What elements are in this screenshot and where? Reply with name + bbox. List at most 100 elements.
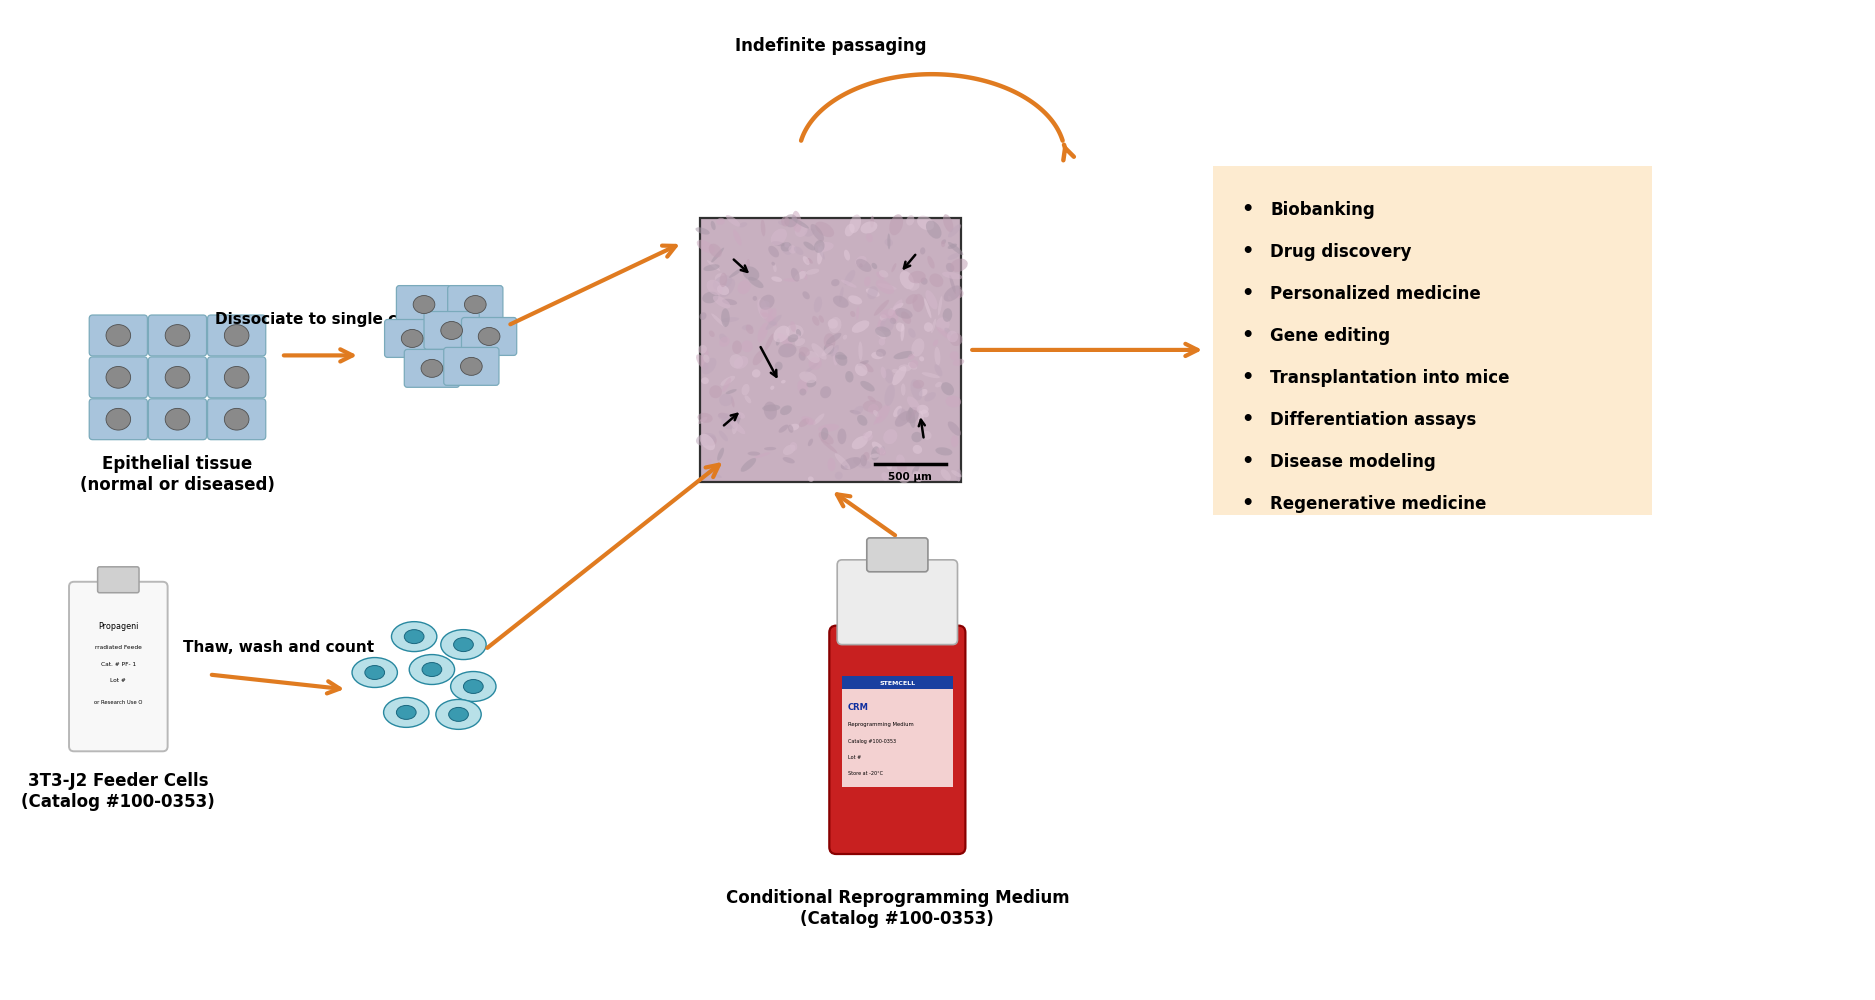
Ellipse shape	[739, 222, 746, 227]
Text: •: •	[1241, 368, 1254, 387]
Ellipse shape	[821, 345, 834, 356]
Text: •: •	[1241, 410, 1254, 429]
Ellipse shape	[821, 439, 838, 453]
Ellipse shape	[722, 317, 739, 322]
Ellipse shape	[789, 442, 797, 451]
Ellipse shape	[889, 308, 894, 316]
Ellipse shape	[909, 282, 919, 291]
Ellipse shape	[463, 680, 484, 693]
Ellipse shape	[733, 356, 748, 369]
Ellipse shape	[894, 351, 913, 359]
Ellipse shape	[696, 433, 716, 446]
Ellipse shape	[864, 431, 872, 439]
Ellipse shape	[898, 364, 911, 372]
Ellipse shape	[936, 317, 951, 331]
Ellipse shape	[846, 224, 855, 236]
Text: •: •	[1241, 494, 1254, 513]
FancyBboxPatch shape	[444, 347, 499, 385]
Ellipse shape	[842, 335, 848, 340]
Ellipse shape	[941, 382, 954, 395]
Ellipse shape	[943, 214, 952, 232]
Ellipse shape	[947, 331, 958, 342]
Ellipse shape	[857, 259, 872, 272]
Ellipse shape	[788, 425, 793, 433]
Ellipse shape	[799, 352, 806, 361]
Ellipse shape	[699, 312, 707, 320]
Ellipse shape	[711, 221, 716, 230]
Ellipse shape	[754, 452, 771, 458]
Ellipse shape	[741, 384, 750, 395]
Ellipse shape	[405, 630, 424, 644]
Ellipse shape	[699, 434, 714, 450]
Text: Cat. # PF- 1: Cat. # PF- 1	[101, 662, 135, 667]
Ellipse shape	[778, 221, 786, 225]
Ellipse shape	[885, 384, 894, 406]
Ellipse shape	[876, 272, 885, 280]
Ellipse shape	[782, 457, 795, 463]
Ellipse shape	[722, 308, 729, 327]
Ellipse shape	[862, 452, 870, 461]
Ellipse shape	[225, 408, 249, 430]
Text: Epithelial tissue
(normal or diseased): Epithelial tissue (normal or diseased)	[81, 455, 276, 494]
Ellipse shape	[752, 369, 761, 378]
Ellipse shape	[716, 448, 724, 461]
Ellipse shape	[876, 330, 885, 339]
Ellipse shape	[791, 268, 799, 282]
Ellipse shape	[804, 228, 816, 237]
Ellipse shape	[726, 215, 741, 227]
Ellipse shape	[763, 404, 780, 411]
Ellipse shape	[788, 334, 799, 342]
Ellipse shape	[814, 240, 825, 253]
Ellipse shape	[801, 270, 808, 280]
Ellipse shape	[478, 327, 501, 345]
Ellipse shape	[409, 655, 454, 684]
Ellipse shape	[720, 376, 735, 386]
Ellipse shape	[784, 445, 795, 455]
Ellipse shape	[793, 247, 802, 255]
Ellipse shape	[872, 446, 879, 461]
Ellipse shape	[107, 408, 131, 430]
Ellipse shape	[896, 462, 908, 473]
Ellipse shape	[908, 407, 915, 428]
Ellipse shape	[876, 448, 885, 456]
Ellipse shape	[919, 356, 924, 361]
Ellipse shape	[874, 410, 879, 417]
Ellipse shape	[892, 303, 904, 310]
Ellipse shape	[896, 454, 906, 465]
Ellipse shape	[771, 229, 788, 245]
Ellipse shape	[876, 313, 887, 332]
FancyBboxPatch shape	[90, 315, 148, 356]
FancyBboxPatch shape	[69, 582, 167, 751]
Ellipse shape	[859, 263, 862, 267]
Ellipse shape	[849, 311, 855, 317]
Ellipse shape	[401, 329, 424, 347]
Ellipse shape	[832, 347, 838, 365]
Ellipse shape	[827, 333, 842, 344]
Ellipse shape	[913, 445, 922, 454]
Ellipse shape	[930, 273, 943, 287]
Bar	[1213, 166, 1652, 515]
Ellipse shape	[769, 308, 776, 324]
Ellipse shape	[870, 216, 874, 228]
Ellipse shape	[799, 271, 806, 279]
FancyBboxPatch shape	[208, 357, 266, 398]
Ellipse shape	[744, 395, 752, 403]
Bar	[699, 218, 962, 482]
Ellipse shape	[949, 224, 962, 237]
Ellipse shape	[776, 338, 780, 346]
Text: 3T3-J2 Feeder Cells
(Catalog #100-0353): 3T3-J2 Feeder Cells (Catalog #100-0353)	[21, 772, 216, 811]
Ellipse shape	[435, 699, 482, 729]
Ellipse shape	[791, 217, 808, 229]
Ellipse shape	[919, 389, 928, 396]
Ellipse shape	[701, 377, 709, 384]
Ellipse shape	[709, 331, 714, 337]
Ellipse shape	[892, 406, 902, 417]
Ellipse shape	[911, 379, 922, 400]
Text: Conditional Reprogramming Medium
(Catalog #100-0353): Conditional Reprogramming Medium (Catalo…	[726, 889, 1069, 928]
Ellipse shape	[879, 446, 885, 454]
Ellipse shape	[741, 340, 754, 352]
Text: rradiated Feede: rradiated Feede	[96, 645, 142, 650]
Ellipse shape	[908, 407, 919, 422]
Ellipse shape	[731, 421, 737, 434]
Ellipse shape	[872, 263, 878, 269]
